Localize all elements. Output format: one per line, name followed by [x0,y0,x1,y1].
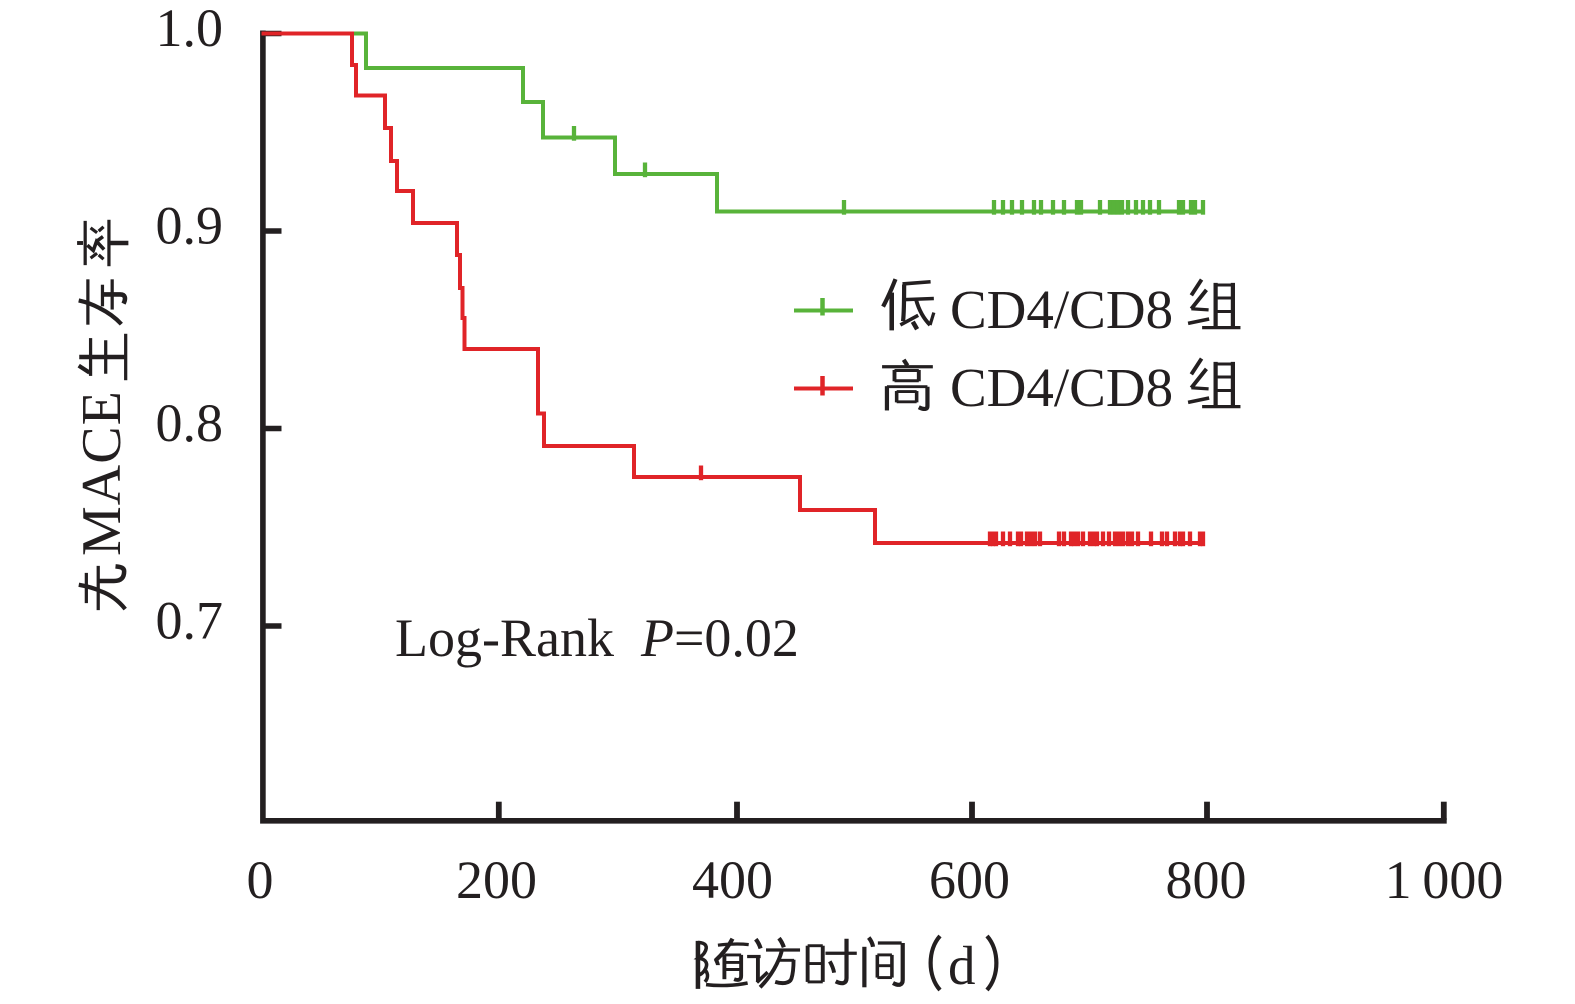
svg-text:CD4/CD8: CD4/CD8 [950,279,1173,340]
svg-text:600: 600 [929,850,1010,910]
svg-text:MACE: MACE [71,390,133,556]
svg-text:1 000: 1 000 [1385,850,1504,910]
svg-text:0: 0 [247,850,274,910]
svg-text:0.9: 0.9 [156,196,224,256]
svg-text:1.0: 1.0 [156,0,224,58]
svg-text:200: 200 [456,850,537,910]
svg-text:d: d [948,935,976,996]
svg-text:CD4/CD8: CD4/CD8 [950,357,1173,418]
svg-text:0.7: 0.7 [156,591,224,651]
svg-text:0.8: 0.8 [156,393,224,453]
svg-text:800: 800 [1166,850,1247,910]
svg-text:400: 400 [692,850,773,910]
